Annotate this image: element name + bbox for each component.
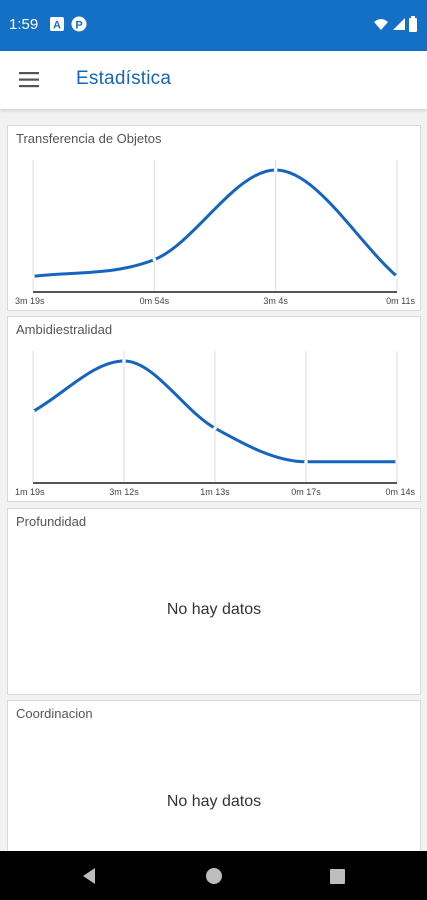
notification-a-icon: A bbox=[50, 17, 64, 32]
data-point bbox=[122, 359, 126, 363]
x-tick-label: 1m 19s bbox=[15, 487, 45, 497]
x-tick-label: 3m 19s bbox=[15, 296, 45, 306]
card-coordinacion: Coordinacion No hay datos bbox=[7, 700, 421, 851]
signal-icon bbox=[393, 18, 405, 30]
recents-square-icon[interactable] bbox=[326, 865, 348, 887]
home-circle-icon[interactable] bbox=[203, 865, 225, 887]
data-point bbox=[31, 274, 35, 279]
x-tick-label: 3m 12s bbox=[109, 487, 139, 497]
x-tick-label: 3m 4s bbox=[263, 296, 288, 306]
statistics-content[interactable]: Transferencia de Objetos 3m 19s 0m 54s 3m … bbox=[0, 109, 427, 851]
card-title-profundidad: Profundidad bbox=[16, 514, 87, 529]
card-profundidad: Profundidad No hay datos bbox=[7, 508, 421, 695]
x-tick-label: 0m 11s bbox=[386, 296, 415, 306]
x-tick-label: 0m 54s bbox=[140, 296, 170, 306]
card-title-ambidiestralidad: Ambidiestralidad bbox=[16, 322, 113, 337]
data-point bbox=[273, 168, 278, 172]
data-point bbox=[395, 460, 399, 464]
x-tick-label: 0m 17s bbox=[291, 487, 321, 497]
svg-text:P: P bbox=[75, 20, 82, 32]
hamburger-menu-icon[interactable] bbox=[19, 71, 41, 89]
page-title: Estadística bbox=[76, 68, 172, 89]
card-title-transferencia: Transferencia de Objetos bbox=[16, 131, 162, 146]
notification-p-icon: P bbox=[71, 16, 87, 32]
card-transferencia: Transferencia de Objetos 3m 19s 0m 54s 3m … bbox=[7, 125, 421, 311]
chart-transferencia: 3m 19s 0m 54s 3m 4s 0m 11s bbox=[15, 160, 415, 306]
series-line bbox=[31, 168, 399, 278]
empty-state-coordinacion: No hay datos bbox=[166, 793, 262, 810]
data-point bbox=[31, 409, 35, 414]
svg-text:A: A bbox=[53, 20, 61, 32]
card-ambidiestralidad: Ambidiestralidad 1m 19s 3m 12s 1m 13s 0m 17… bbox=[7, 316, 421, 502]
empty-state-profundidad: No hay datos bbox=[166, 601, 262, 618]
wifi-icon bbox=[374, 19, 388, 30]
x-tick-label: 0m 14s bbox=[385, 487, 415, 497]
series-line bbox=[31, 359, 399, 464]
back-triangle-icon[interactable] bbox=[79, 865, 101, 887]
app-bar: Estadística bbox=[0, 51, 427, 109]
navigation-bar bbox=[0, 851, 427, 900]
status-time: 1:59 bbox=[9, 16, 39, 33]
battery-icon bbox=[409, 16, 417, 32]
data-point bbox=[213, 426, 217, 430]
data-point bbox=[152, 257, 157, 262]
card-title-coordinacion: Coordinacion bbox=[16, 706, 93, 721]
data-point bbox=[304, 460, 308, 464]
chart-ambidiestralidad: 1m 19s 3m 12s 1m 13s 0m 17s 0m 14s bbox=[15, 351, 415, 497]
x-tick-label: 1m 13s bbox=[200, 487, 230, 497]
data-point bbox=[395, 274, 399, 279]
status-bar: 1:59 A P bbox=[0, 0, 427, 51]
